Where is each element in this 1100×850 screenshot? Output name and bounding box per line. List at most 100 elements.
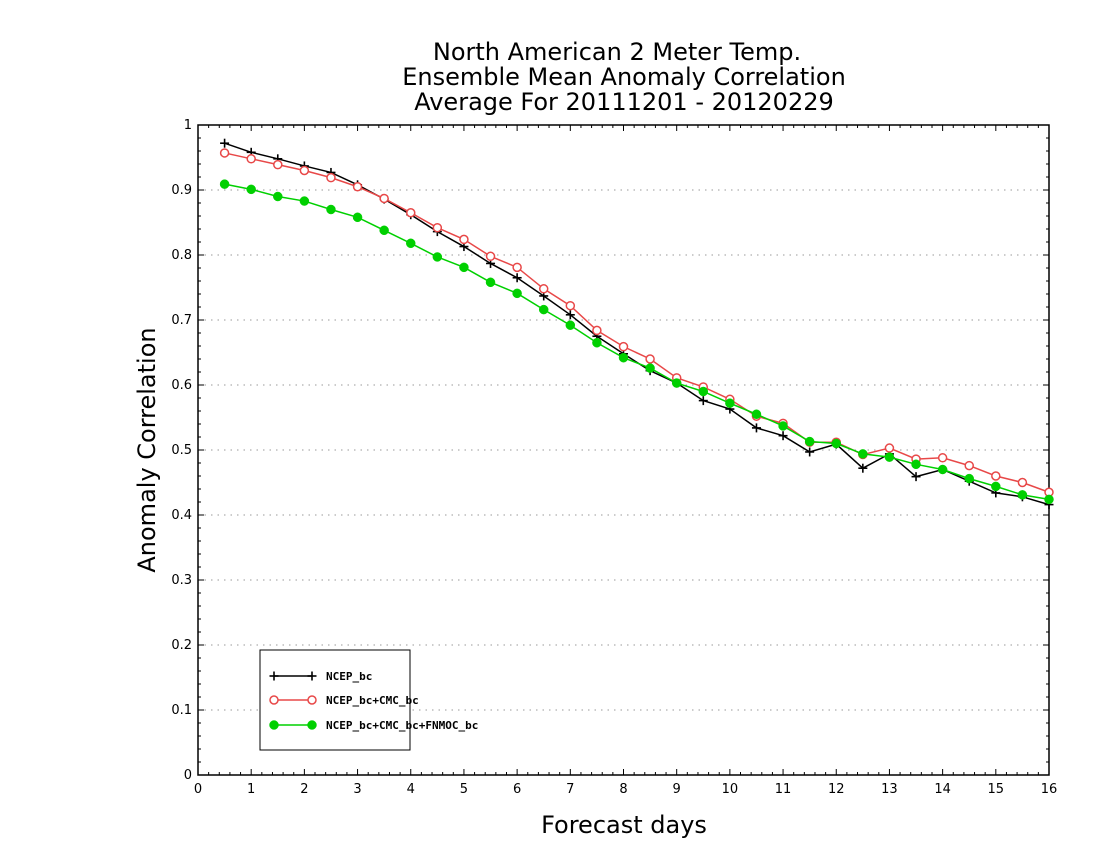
gridlines [198, 189, 1049, 711]
x-tick-label-1: 1 [247, 782, 255, 797]
x-tick-label-3: 3 [353, 782, 361, 797]
title-line-2: Ensemble Mean Anomaly Correlation [402, 63, 846, 91]
data-point-s2-10 [485, 277, 496, 288]
data-point-s2-26 [911, 459, 921, 470]
legend-marker-start-1 [269, 695, 279, 705]
data-point-s2-1 [246, 184, 256, 195]
series-1 [219, 148, 1054, 497]
data-point-s2-14 [592, 338, 602, 348]
series-line-2 [224, 183, 1050, 501]
x-tick-label-2: 2 [300, 782, 308, 797]
legend-label-1: NCEP_bc+CMC_bc [326, 694, 419, 707]
legend-item-0: NCEP_bc [269, 670, 372, 683]
x-tick-label-4: 4 [407, 782, 415, 797]
data-point-s2-31 [1044, 494, 1054, 505]
data-point-s1-15 [618, 341, 629, 352]
data-point-s2-29 [991, 481, 1001, 492]
data-point-s1-9 [459, 234, 469, 245]
data-point-s1-29 [991, 471, 1001, 481]
x-tick-label-0: 0 [194, 782, 202, 797]
data-point-s1-27 [937, 453, 948, 463]
data-point-s2-4 [326, 204, 336, 215]
x-tick-label-6: 6 [513, 782, 521, 797]
y-tick-label-10: 1 [184, 118, 192, 133]
legend-marker-start-2 [269, 720, 279, 730]
data-point-s2-7 [406, 238, 416, 249]
data-point-s0-0 [220, 138, 230, 148]
data-point-s1-30 [1017, 477, 1028, 488]
data-point-s1-13 [565, 300, 576, 311]
data-point-s1-16 [645, 354, 655, 364]
data-point-s1-6 [379, 193, 389, 204]
y-tick-label-5: 0.5 [171, 443, 192, 458]
data-point-s1-3 [299, 165, 310, 176]
axis-ticks [197, 124, 1050, 776]
x-tick-label-12: 12 [828, 782, 845, 797]
y-tick-label-2: 0.2 [171, 638, 192, 653]
legend: NCEP_bc NCEP_bc+CMC_bc NCEP_bc+CMC_bc+FNMO… [259, 649, 478, 751]
data-point-s2-21 [778, 421, 788, 431]
data-point-s2-0 [219, 179, 230, 189]
y-tick-label-3: 0.3 [171, 573, 192, 588]
x-tick-label-7: 7 [566, 782, 574, 797]
legend-box [259, 649, 411, 751]
data-point-s2-5 [352, 212, 363, 223]
y-tick-label-8: 0.8 [171, 248, 192, 263]
data-point-s2-11 [512, 288, 522, 299]
data-point-s2-13 [565, 320, 576, 330]
y-tick-label-0: 0 [184, 768, 192, 783]
data-point-s1-1 [246, 154, 256, 164]
data-point-s1-2 [273, 159, 283, 170]
data-point-s2-18 [698, 386, 709, 397]
y-tick-label-9: 0.9 [171, 183, 192, 198]
data-point-s2-12 [538, 304, 549, 315]
data-point-s2-3 [299, 196, 310, 206]
x-tick-label-11: 11 [775, 782, 792, 797]
data-point-s0-24 [858, 463, 868, 473]
x-tick-labels: 0 1 2 3 4 5 6 7 8 9 10 11 12 13 14 15 16 [194, 782, 1057, 797]
legend-marker-end-1 [307, 695, 317, 705]
data-point-s1-8 [432, 222, 443, 233]
legend-marker-end-0 [307, 671, 317, 681]
data-point-s2-15 [618, 352, 629, 363]
data-point-s1-0 [219, 148, 230, 158]
data-point-s1-28 [964, 460, 974, 471]
data-point-s2-23 [831, 438, 841, 449]
data-point-s0-26 [911, 472, 921, 482]
title-line-3: Average For 20111201 - 20120229 [414, 88, 834, 116]
data-point-s0-22 [805, 447, 815, 457]
legend-marker-end-2 [307, 720, 317, 730]
title-line-1: North American 2 Meter Temp. [433, 38, 801, 66]
legend-item-2: NCEP_bc+CMC_bc+FNMOC_bc [269, 719, 478, 732]
series-line-1 [224, 152, 1050, 493]
data-point-s0-13 [565, 310, 575, 320]
x-tick-label-9: 9 [673, 782, 681, 797]
x-tick-label-8: 8 [619, 782, 627, 797]
chart-title: North American 2 Meter Temp. Ensemble Me… [402, 38, 846, 116]
y-tick-label-1: 0.1 [171, 703, 192, 718]
data-point-s2-9 [459, 262, 469, 273]
data-point-s2-6 [379, 225, 389, 236]
data-point-s1-11 [512, 262, 522, 273]
legend-marker-start-0 [269, 671, 279, 681]
data-point-s1-12 [538, 284, 549, 294]
series-2 [219, 179, 1054, 505]
data-point-s2-30 [1017, 490, 1028, 500]
y-tick-label-6: 0.6 [171, 378, 192, 393]
data-point-s1-14 [592, 325, 602, 336]
data-point-s2-20 [751, 409, 762, 419]
data-point-s2-22 [804, 436, 815, 447]
x-tick-label-5: 5 [460, 782, 468, 797]
data-point-s1-7 [406, 208, 416, 218]
series-0 [220, 138, 1054, 510]
x-axis-label: Forecast days [541, 811, 707, 839]
y-axis-label: Anomaly Correlation [133, 327, 161, 572]
data-point-s2-28 [964, 473, 974, 484]
data-point-s2-17 [671, 378, 682, 388]
data-point-s2-25 [884, 452, 895, 462]
series-layer [219, 138, 1054, 510]
data-point-s2-24 [858, 449, 868, 459]
data-point-s2-2 [273, 191, 283, 202]
data-point-s2-8 [432, 252, 443, 262]
